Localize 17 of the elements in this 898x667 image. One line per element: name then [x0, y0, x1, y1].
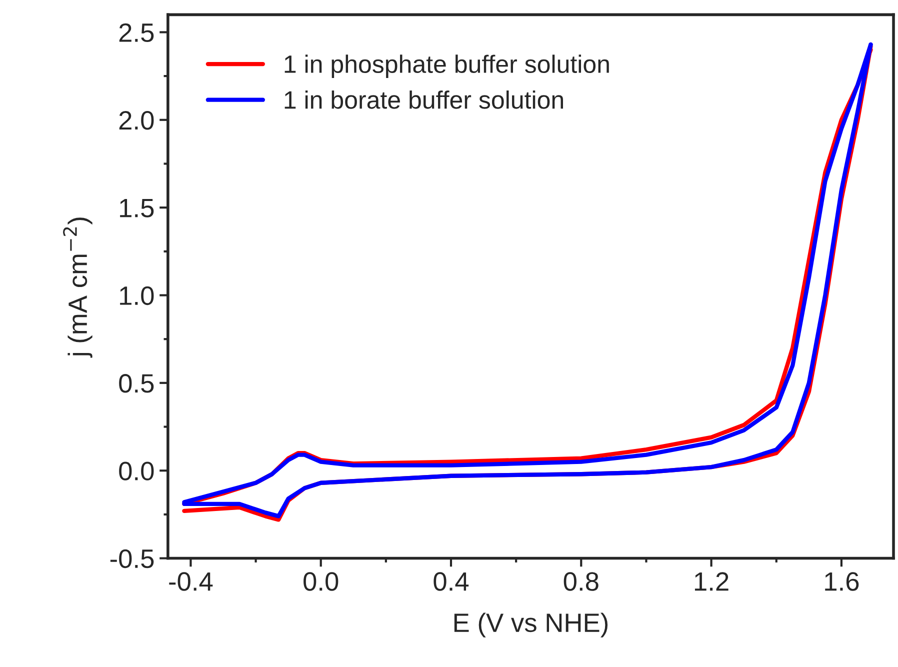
- x-axis-title: E (V vs NHE): [454, 612, 608, 638]
- legend-label: 1 in phosphate buffer solution: [284, 54, 609, 78]
- y-tick-label: 0.0: [119, 462, 154, 480]
- x-tick-label: -0.4: [169, 572, 213, 591]
- y-tick-label: 1.5: [120, 198, 154, 218]
- x-tick-label: 1.6: [825, 572, 859, 591]
- y-tick-label: 1.0: [120, 286, 154, 306]
- y-tick-label: 2.5: [119, 23, 154, 42]
- x-tick-label: 1.2: [694, 572, 728, 591]
- legend-label: 1 in borate buffer solution: [284, 90, 563, 109]
- x-tick-label: 0.0: [304, 572, 338, 591]
- y-tick-label: 0.5: [119, 374, 154, 393]
- y-tick-label: 2.0: [119, 111, 154, 130]
- y-axis-title: j (mA cm$^{−2}$): [63, 218, 92, 358]
- x-tick-label: 0.4: [434, 572, 469, 591]
- y-tick-label: -0.5: [110, 549, 154, 568]
- x-tick-label: 0.8: [564, 572, 598, 591]
